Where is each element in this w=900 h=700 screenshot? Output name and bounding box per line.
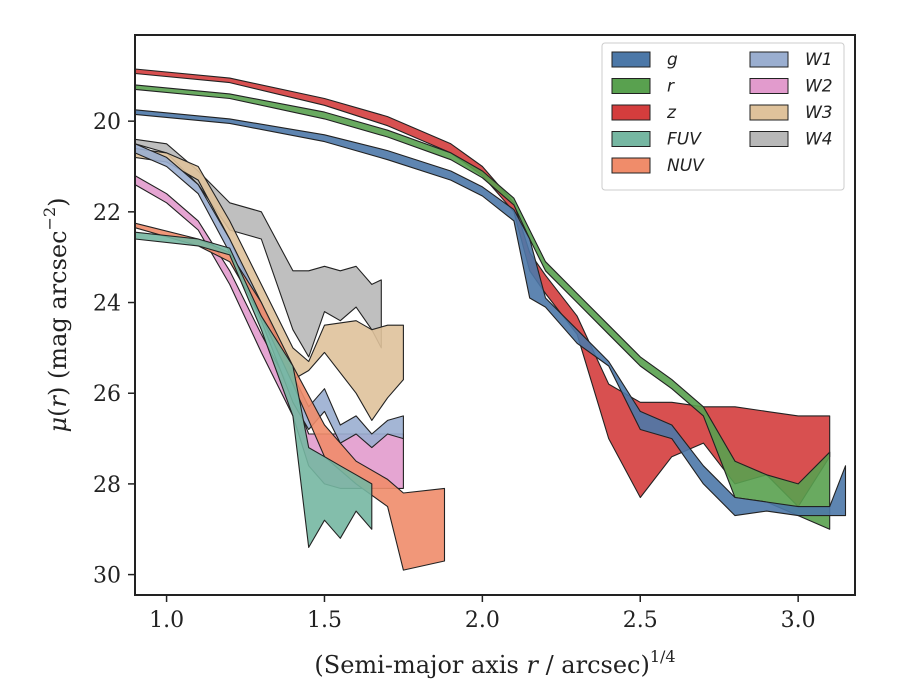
ticks-layer: 1.0 1.5 2.0 2.5 3.0 20 22 24 26 28 30	[93, 110, 816, 633]
legend-item-w2: W2	[749, 77, 833, 97]
legend-swatch	[611, 157, 651, 174]
legend-label: W1	[805, 50, 833, 70]
legend-swatch	[749, 131, 789, 147]
series-band-r	[134, 84, 831, 530]
legend-item-g: g	[611, 50, 678, 70]
legend-swatch	[749, 104, 789, 121]
legend-item-z: z	[611, 103, 677, 123]
x-tick-label: 1.5	[307, 608, 342, 633]
legend-swatch	[611, 51, 651, 68]
legend: grz FUV NUV W1 W2 W3 W4	[601, 42, 845, 191]
legend-item-nuv: NUV	[611, 156, 705, 176]
legend-label: NUV	[667, 156, 705, 176]
legend-swatch	[611, 78, 651, 94]
x-tick-label: 1.0	[149, 608, 184, 633]
legend-item-r: r	[611, 77, 675, 97]
x-tick-label: 2.0	[465, 608, 500, 633]
legend-label: g	[667, 50, 678, 70]
y-tick-label: 22	[93, 201, 121, 226]
series-band-fuv	[134, 231, 373, 548]
y-tick-label: 26	[93, 382, 121, 407]
x-tick-label: 3.0	[781, 608, 816, 633]
series-layer	[134, 68, 847, 571]
y-tick-label: 30	[93, 564, 121, 589]
plot-frame	[134, 34, 856, 596]
legend-label: W4	[805, 130, 833, 150]
legend-label: r	[667, 77, 675, 97]
legend-swatch	[749, 78, 789, 94]
y-tick-label: 24	[93, 292, 121, 317]
x-axis-label: (Semi-major axis r / arcsec)1/4	[314, 647, 675, 679]
legend-label: W2	[805, 77, 833, 97]
legend-item-w3: W3	[749, 103, 833, 123]
legend-swatch	[611, 104, 651, 121]
legend-swatch	[749, 51, 789, 68]
legend-swatch	[611, 131, 651, 147]
y-axis-label: μ(r) (mag arcsec−2)	[40, 197, 72, 432]
y-tick-label: 20	[93, 110, 121, 135]
legend-label: W3	[805, 103, 833, 123]
x-tick-label: 2.5	[623, 608, 658, 633]
legend-label: z	[666, 103, 677, 123]
y-tick-label: 28	[93, 473, 121, 498]
series-band-g	[134, 109, 847, 517]
legend-item-w4: W4	[749, 130, 833, 150]
legend-label: FUV	[667, 130, 702, 150]
legend-item-w1: W1	[749, 50, 833, 70]
legend-item-fuv: FUV	[611, 130, 702, 150]
